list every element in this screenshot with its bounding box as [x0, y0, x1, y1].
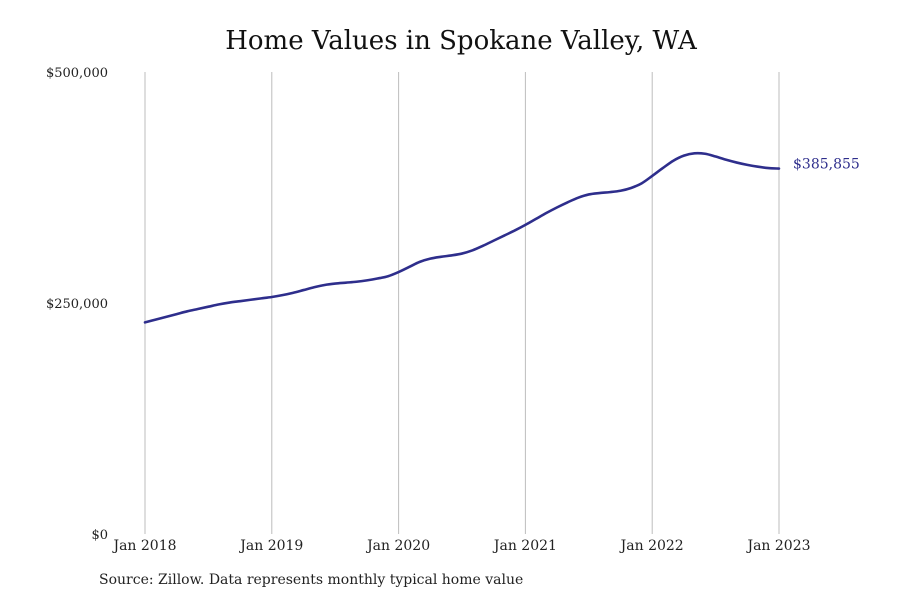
x-tick-label: Jan 2023 [745, 538, 810, 554]
x-tick-label: Jan 2018 [111, 538, 176, 554]
grid-lines [144, 72, 780, 534]
x-tick-label: Jan 2021 [492, 538, 557, 554]
series-line [143, 151, 781, 324]
y-tick-label: $500,000 [46, 66, 108, 81]
series-layer [143, 151, 781, 324]
x-tick-label: Jan 2022 [619, 538, 684, 554]
end-value-label: $385,855 [793, 157, 860, 173]
source-note: Source: Zillow. Data represents monthly … [99, 572, 524, 588]
y-tick-label: $0 [91, 528, 108, 543]
y-axis-ticks: $0 $250,000 $500,000 [46, 66, 108, 543]
data-labels: $385,855 [793, 157, 860, 173]
x-axis-ticks: Jan 2018 Jan 2019 Jan 2020 Jan 2021 Jan 2022… [111, 538, 810, 554]
x-tick-label: Jan 2020 [365, 538, 430, 554]
x-tick-label: Jan 2019 [238, 538, 303, 554]
y-tick-label: $250,000 [46, 297, 108, 312]
chart-title: Home Values in Spokane Valley, WA [225, 26, 697, 56]
